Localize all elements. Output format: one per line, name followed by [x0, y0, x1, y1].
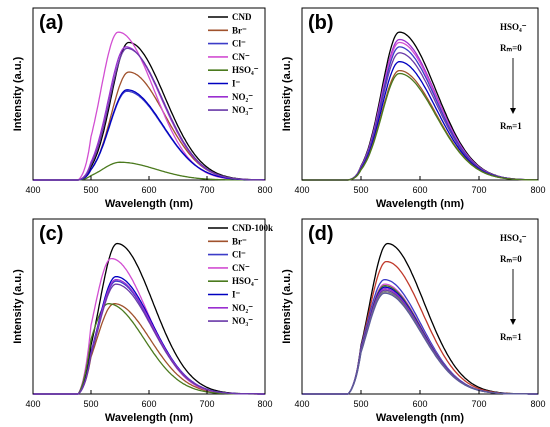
series-line-7: [33, 46, 265, 181]
legend-label: I⁻: [232, 290, 241, 300]
plot-frame: [32, 218, 266, 395]
annotation-end: Rₘ=1: [500, 332, 522, 342]
series-line-6: [33, 275, 265, 395]
x-tick-label: 600: [141, 185, 156, 195]
series-line-8: [33, 47, 265, 181]
panel-label: (b): [308, 12, 334, 34]
series-line-3: [302, 41, 538, 181]
x-tick-label: 400: [25, 399, 40, 409]
panel-c: 400 500 600 700 800 Wavelength (nm) Intensity …: [12, 218, 273, 424]
plot-frame: [32, 7, 266, 181]
x-tick-label: 600: [412, 399, 427, 409]
annotation-start: Rₘ=0: [500, 43, 522, 53]
legend-label: NO₂⁻: [232, 303, 253, 313]
legend-label: CND-100k: [232, 223, 273, 233]
legend-label: Cl⁻: [232, 39, 246, 49]
legend-label: NO₃⁻: [232, 105, 253, 115]
x-tick-label: 800: [530, 185, 545, 195]
legend-label: HSO₄⁻: [232, 276, 259, 286]
x-tick-label: 700: [471, 399, 486, 409]
annotation-arrowhead: [510, 319, 516, 325]
legend-label: NO₃⁻: [232, 316, 253, 326]
legend-label: Cl⁻: [232, 250, 246, 260]
series-line-8: [33, 283, 265, 395]
plot-frame: [301, 7, 539, 181]
panel-label: (a): [39, 12, 63, 34]
y-axis-title: Intensity (a.u.): [12, 56, 24, 131]
legend-label: CND: [232, 12, 252, 22]
x-tick-label: 400: [294, 185, 309, 195]
x-tick-label: 500: [83, 399, 98, 409]
series-line-4: [33, 257, 265, 395]
y-axis-title: Intensity (a.u.): [281, 56, 293, 131]
series-line-10: [302, 292, 538, 395]
series-line-4: [302, 46, 538, 181]
annotation-anion: HSO₄⁻: [500, 233, 527, 243]
legend-label: CN⁻: [232, 263, 250, 273]
x-axis-title: Wavelength (nm): [376, 198, 465, 210]
legend-label: Br⁻: [232, 25, 247, 35]
series-line-8: [302, 72, 538, 181]
legend-label: HSO₄⁻: [232, 65, 259, 75]
x-tick-label: 500: [83, 185, 98, 195]
annotation-arrowhead: [510, 108, 516, 114]
panel-label: (c): [39, 223, 63, 245]
x-axis-title: Wavelength (nm): [376, 412, 465, 424]
legend-label: Br⁻: [232, 236, 247, 246]
annotation-end: Rₘ=1: [500, 121, 522, 131]
series-line-2: [302, 38, 538, 181]
panel-label: (d): [308, 223, 334, 245]
x-tick-label: 800: [257, 399, 272, 409]
x-tick-label: 600: [141, 399, 156, 409]
y-axis-title: Intensity (a.u.): [12, 269, 24, 344]
series-line-2: [33, 71, 265, 181]
series-line-1: [302, 31, 538, 181]
x-tick-label: 400: [25, 185, 40, 195]
annotation-start: Rₘ=0: [500, 254, 522, 264]
legend-label: NO₂⁻: [232, 92, 253, 102]
x-tick-label: 600: [412, 185, 427, 195]
series-line-1: [33, 41, 265, 181]
x-tick-label: 800: [530, 399, 545, 409]
x-axis-title: Wavelength (nm): [105, 412, 194, 424]
x-tick-label: 700: [199, 399, 214, 409]
x-tick-label: 700: [471, 185, 486, 195]
legend-label: I⁻: [232, 79, 241, 89]
panel-d: 400 500 600 700 800 Wavelength (nm) Intensity …: [281, 218, 546, 424]
x-tick-label: 400: [294, 399, 309, 409]
series-line-5: [302, 52, 538, 181]
x-axis-title: Wavelength (nm): [105, 198, 194, 210]
x-tick-label: 700: [199, 185, 214, 195]
x-tick-label: 800: [257, 185, 272, 195]
legend-label: CN⁻: [232, 52, 250, 62]
panel-b: 400 500 600 700 800 Wavelength (nm) Intensity …: [281, 7, 546, 210]
panel-a: 400 500 600 700 800 Wavelength (nm) Intensity …: [12, 7, 273, 210]
series-line-6: [33, 89, 265, 181]
x-tick-label: 500: [353, 399, 368, 409]
x-tick-label: 500: [353, 185, 368, 195]
series-line-1: [302, 242, 538, 395]
y-axis-title: Intensity (a.u.): [281, 269, 293, 344]
annotation-anion: HSO₄⁻: [500, 22, 527, 32]
